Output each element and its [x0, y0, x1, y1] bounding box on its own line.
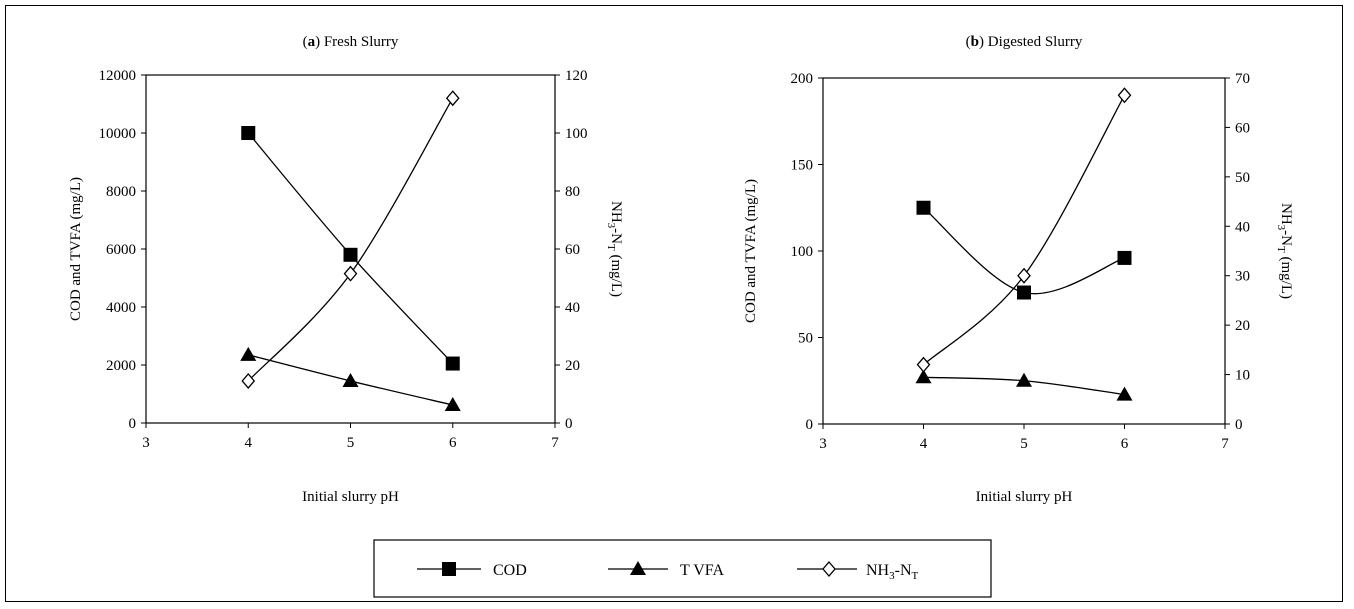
legend-marker-nh3-nt: [822, 561, 836, 577]
x-axis-label: Initial slurry pH: [302, 489, 399, 505]
y-right-tick-label: 40: [565, 300, 580, 316]
data-point-nh3-nt: [343, 265, 358, 282]
data-point-nh3-nt: [241, 372, 256, 389]
data-point-tvfa: [444, 397, 461, 412]
data-point-tvfa: [342, 372, 359, 387]
data-point-tvfa: [240, 346, 257, 361]
y-right-tick-label: 50: [1235, 170, 1250, 186]
x-tick-label: 5: [1020, 436, 1028, 452]
x-tick-label: 3: [142, 435, 150, 451]
y-right-tick-label: 120: [565, 68, 588, 84]
data-point-tvfa: [1116, 386, 1133, 401]
y-right-axis-label: NH3-NT (mg/L): [605, 201, 624, 297]
y-right-tick-label: 70: [1235, 71, 1250, 87]
y-left-tick-label: 6000: [106, 242, 136, 258]
x-tick-label: 6: [449, 435, 457, 451]
x-axis-label: Initial slurry pH: [976, 489, 1073, 505]
y-left-tick-label: 150: [791, 158, 814, 174]
y-right-tick-label: 40: [1235, 219, 1250, 235]
series-line-nh3-nt: [247, 97, 454, 382]
data-point-nh3-nt: [1017, 267, 1031, 284]
y-right-tick-label: 100: [565, 126, 588, 142]
data-point-tvfa: [1016, 372, 1032, 387]
data-point-nh3-nt: [445, 90, 460, 107]
y-left-tick-label: 2000: [106, 358, 136, 374]
data-point-tvfa: [915, 369, 932, 384]
y-left-tick-label: 50: [798, 331, 813, 347]
data-point-nh3-nt: [916, 356, 931, 373]
y-left-tick-label: 0: [806, 417, 814, 433]
chart-title: (a) Fresh Slurry: [303, 34, 399, 50]
y-left-axis-label: COD and TVFA (mg/L): [743, 179, 759, 323]
legend-marker-t-vfa: [630, 561, 646, 575]
y-left-tick-label: 4000: [106, 300, 136, 316]
legend-label-nh3-nt: NH3-NT: [866, 562, 919, 582]
legend-label-cod: COD: [493, 562, 527, 579]
y-left-tick-label: 8000: [106, 184, 136, 200]
data-point-cod: [241, 126, 256, 140]
legend: COD T VFA NH3-NT: [373, 539, 992, 598]
data-point-cod: [916, 200, 931, 215]
x-tick-label: 5: [347, 435, 355, 451]
y-left-tick-label: 12000: [99, 68, 137, 84]
y-left-tick-label: 10000: [99, 126, 137, 142]
x-tick-label: 4: [920, 436, 928, 452]
y-right-tick-label: 20: [565, 358, 580, 374]
y-right-tick-label: 60: [565, 242, 580, 258]
x-tick-label: 6: [1121, 436, 1129, 452]
y-right-axis-label: NH3-NT (mg/L): [1275, 203, 1294, 299]
data-point-cod: [445, 356, 460, 371]
x-tick-label: 4: [245, 435, 253, 451]
chart-title: (b) Digested Slurry: [966, 34, 1083, 50]
y-right-tick-label: 0: [565, 416, 573, 432]
y-right-tick-label: 30: [1235, 269, 1250, 285]
plot-area: [822, 77, 1226, 425]
y-left-tick-label: 200: [791, 71, 814, 87]
y-left-axis-label: COD and TVFA (mg/L): [68, 177, 84, 321]
y-right-tick-label: 60: [1235, 120, 1250, 136]
y-right-tick-label: 0: [1235, 417, 1243, 433]
data-point-cod: [1117, 250, 1132, 265]
legend-label-t-vfa: T VFA: [680, 562, 724, 579]
legend-marker-cod: [442, 562, 456, 576]
y-right-tick-label: 80: [565, 184, 580, 200]
x-tick-label: 7: [1221, 436, 1229, 452]
data-point-cod: [1017, 285, 1031, 300]
y-left-tick-label: 0: [129, 416, 137, 432]
series-line-nh3-nt: [923, 94, 1126, 366]
y-right-tick-label: 10: [1235, 368, 1250, 384]
x-tick-label: 3: [819, 436, 827, 452]
data-point-nh3-nt: [1117, 87, 1132, 104]
x-tick-label: 7: [551, 435, 559, 451]
data-point-cod: [343, 247, 358, 262]
y-left-tick-label: 100: [791, 244, 814, 260]
y-right-tick-label: 20: [1235, 318, 1250, 334]
